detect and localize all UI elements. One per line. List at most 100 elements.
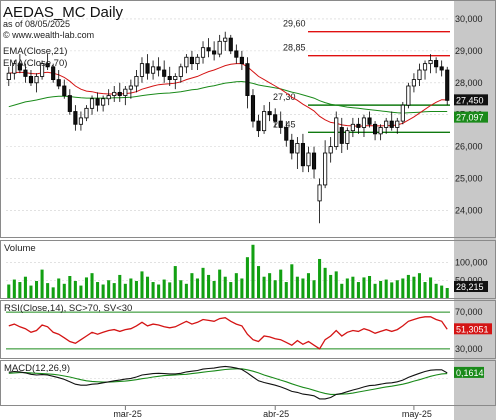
volume-bar [212, 280, 216, 298]
chart-title: AEDAS_MC Daily [3, 4, 124, 21]
candlestick [267, 101, 272, 122]
candlestick [28, 70, 34, 86]
candle-body [206, 47, 211, 52]
volume-bar [306, 273, 311, 298]
candle-body [289, 139, 294, 154]
volume-bar [162, 279, 166, 298]
candlestick [56, 70, 61, 90]
candle-body [134, 76, 139, 87]
candlestick [128, 79, 133, 99]
candlestick [101, 95, 106, 112]
ema70-line [8, 80, 448, 114]
candle-body [389, 120, 394, 128]
candle-body [395, 120, 400, 128]
candle-body [256, 120, 261, 132]
candlestick [339, 117, 344, 154]
volume-bar [384, 279, 388, 298]
volume-bar [118, 274, 122, 298]
volume-bar [284, 282, 288, 298]
candlestick [445, 66, 450, 106]
candlestick [212, 41, 217, 61]
volume-bar [362, 277, 366, 298]
volume-bar [123, 283, 127, 298]
candle-body [101, 98, 106, 106]
volume-bar [290, 264, 294, 298]
candlestick [328, 137, 333, 163]
candle-body [273, 114, 278, 122]
macd-plot: 0,1614 [6, 365, 484, 400]
candle-body [239, 56, 244, 65]
candle-body [311, 152, 317, 170]
price-gridlines [6, 18, 450, 211]
candle-body [212, 50, 217, 55]
candle-body [117, 91, 122, 96]
candle-body [317, 184, 322, 202]
candle-body [40, 63, 45, 77]
date-label: may-25 [402, 409, 432, 419]
rsi-plot: 70,000 30,000 51,3051 [6, 307, 492, 354]
candle-body [95, 98, 100, 106]
rsi-last-label: 51,3051 [456, 324, 489, 334]
candlestick [417, 63, 422, 86]
volume-bar [440, 285, 444, 298]
volume-bar [40, 269, 44, 298]
candle-body [17, 63, 22, 71]
volume-last-label: 28,215 [456, 282, 484, 292]
volume-gridlines [6, 262, 450, 281]
candlestick [95, 92, 100, 112]
date-label: mar-25 [113, 409, 142, 419]
volume-bar [29, 285, 33, 298]
volume-bar [234, 273, 238, 298]
volume-bar [334, 271, 338, 298]
candle-body [411, 79, 416, 87]
volume-bar [112, 283, 116, 298]
candle-body [200, 47, 206, 58]
candlestick [206, 38, 211, 58]
candlestick [45, 54, 50, 71]
candle-body [361, 117, 367, 128]
candle-body [178, 66, 183, 77]
volume-tick-label: 50,000 [455, 275, 483, 285]
candlestick [317, 178, 322, 224]
candle-body [73, 111, 78, 125]
price-tick-label: 29,000 [455, 46, 483, 56]
candle-body [189, 56, 194, 65]
volume-last-badge [454, 280, 488, 292]
candlestick [167, 66, 172, 86]
candlestick [422, 60, 428, 80]
candlestick [356, 117, 361, 134]
volume-bar [157, 284, 161, 298]
volume-bar [229, 282, 233, 298]
price-tick-label: 28,000 [455, 78, 483, 88]
candlestick [200, 41, 206, 64]
level-label: 29,60 [283, 19, 306, 29]
date-axis: mar-25 abr-25 may-25 [113, 406, 432, 419]
candle-body [6, 72, 11, 81]
candlestick [73, 105, 78, 131]
candle-body [278, 120, 283, 128]
candle-body [339, 127, 344, 144]
candlestick [262, 105, 267, 134]
date-label: abr-25 [263, 409, 289, 419]
volume-bar [240, 278, 244, 298]
volume-bar [279, 269, 283, 298]
candlestick [334, 111, 339, 150]
candle-body [45, 63, 50, 68]
candlestick [395, 117, 400, 134]
candlestick [350, 117, 355, 138]
volume-bar [7, 284, 11, 298]
candlestick [345, 127, 350, 150]
candlestick [323, 140, 328, 189]
volume-bar [62, 283, 66, 298]
candle-body [173, 76, 178, 81]
volume-bar [268, 273, 272, 298]
candle-body [406, 85, 411, 106]
volume-bar [46, 283, 50, 298]
right-axis-strip [454, 0, 496, 420]
candle-body [123, 88, 128, 96]
candle-body [156, 66, 161, 71]
volume-bar [23, 276, 27, 298]
macd-signal-line [8, 368, 448, 395]
volume-bar [434, 283, 438, 298]
volume-bar [367, 276, 372, 298]
